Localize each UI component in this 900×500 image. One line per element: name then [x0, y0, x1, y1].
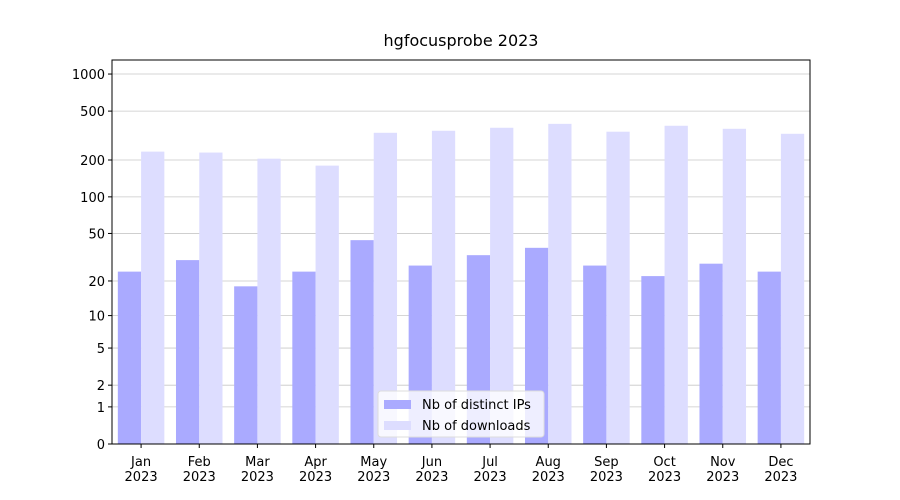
y-tick-label: 50	[88, 227, 105, 242]
y-tick-label: 10	[88, 310, 105, 325]
bar	[664, 125, 688, 445]
x-tick-label: Jan 2023	[125, 455, 158, 485]
y-tick-label: 20	[88, 275, 105, 290]
x-tick-label: Feb 2023	[183, 455, 216, 485]
bar	[257, 158, 281, 444]
bar	[548, 123, 572, 444]
bar	[490, 127, 514, 444]
y-tick-label: 2	[97, 379, 105, 394]
y-tick-label: 1000	[72, 68, 105, 83]
bar	[606, 131, 630, 445]
y-tick-label: 5	[97, 342, 105, 357]
bar	[722, 128, 747, 444]
legend-label: Nb of downloads	[422, 419, 531, 434]
y-tick-label: 0	[97, 438, 105, 453]
bar	[234, 286, 258, 444]
bar	[315, 165, 339, 444]
bar	[431, 130, 456, 444]
bar	[641, 276, 665, 444]
x-tick-label: Mar 2023	[241, 455, 274, 485]
legend-swatch	[384, 421, 411, 430]
bar	[117, 271, 142, 444]
bar	[780, 133, 805, 445]
y-tick-label: 200	[80, 154, 105, 169]
x-tick-label: May 2023	[357, 455, 390, 485]
legend-swatch	[384, 400, 411, 409]
x-tick-label: Dec 2023	[764, 455, 797, 485]
chart-title: hgfocusprobe 2023	[384, 31, 539, 50]
y-tick-label: 500	[80, 105, 105, 120]
x-tick-label: Apr 2023	[299, 455, 332, 485]
bar	[350, 240, 374, 444]
bar	[373, 132, 398, 444]
bar	[583, 265, 607, 444]
legend-label: Nb of distinct IPs	[422, 398, 531, 413]
bar	[175, 260, 200, 444]
y-tick-label: 100	[80, 191, 105, 206]
x-tick-label: Nov 2023	[706, 455, 739, 485]
bar	[141, 151, 165, 444]
legend-box	[377, 390, 545, 438]
x-tick-label: Oct 2023	[648, 455, 681, 485]
bar	[292, 271, 316, 444]
x-tick-label: Sep 2023	[590, 455, 623, 485]
bar	[699, 263, 723, 444]
bar	[199, 152, 223, 444]
x-tick-label: Jun 2023	[415, 455, 448, 485]
bar	[757, 271, 781, 444]
y-tick-label: 1	[97, 401, 105, 416]
x-tick-label: Aug 2023	[532, 455, 565, 485]
plot-frame	[111, 59, 811, 445]
x-tick-label: Jul 2023	[474, 455, 507, 485]
